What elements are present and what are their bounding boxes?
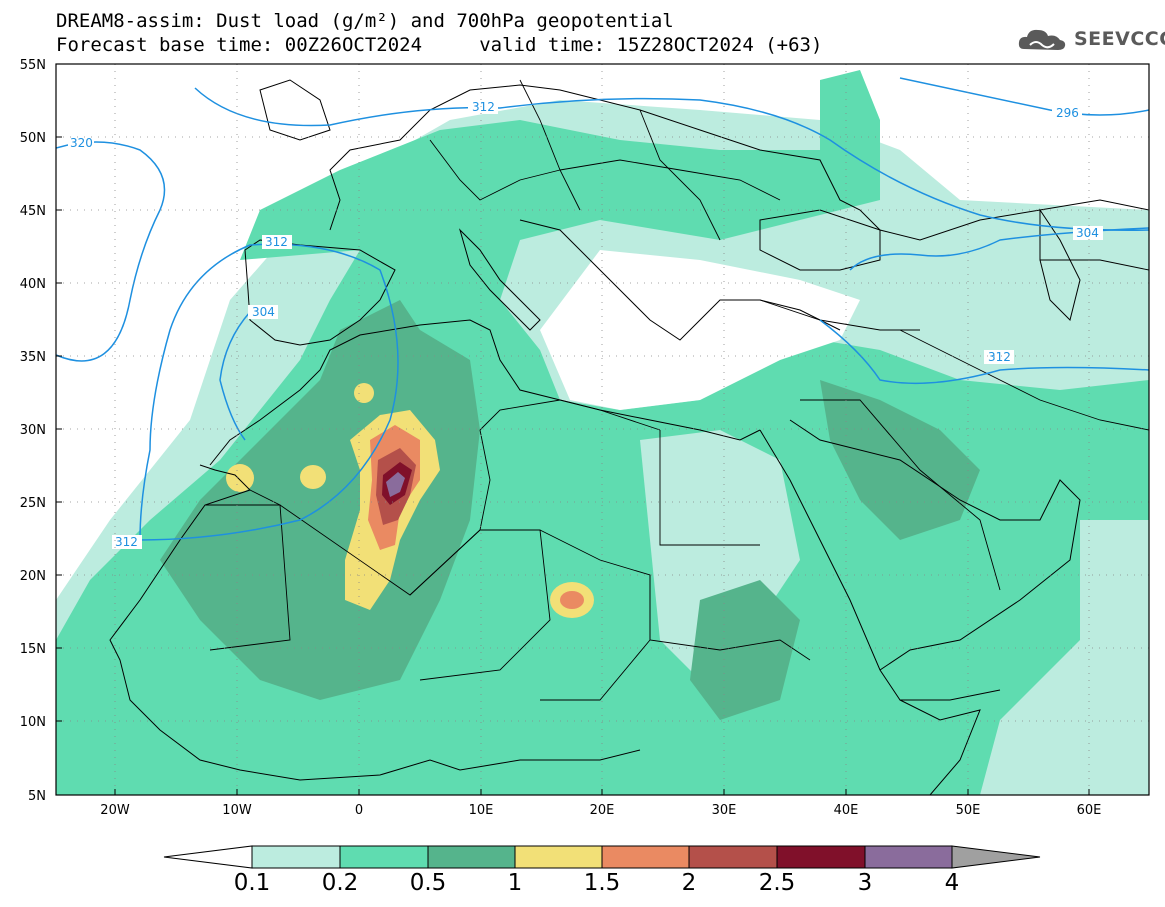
border-iran [899,329,1149,431]
contour-304-west [219,311,251,441]
lon-label: 20W [100,803,130,818]
contour-320 [56,141,166,362]
logo-text: SEEVCCC [1074,28,1165,50]
colorbar-swatch [427,845,516,869]
lon-label: 0 [355,803,363,818]
colorbar-swatch [251,845,341,869]
border-europe-4 [639,109,721,241]
contour-label: 312 [115,535,138,549]
contour-label: 320 [70,136,93,150]
dust-field [56,70,1149,795]
dust-band-0-2-east [820,70,880,200]
lat-label: 15N [20,642,46,657]
contour-label: 312 [988,350,1011,364]
contour-296 [899,77,1149,116]
map-title: DREAM8-assim: Dust load (g/m²) and 700hP… [56,10,674,32]
lon-label: 60E [1077,803,1102,818]
border-niger [409,529,551,681]
coastline-black-sea [759,209,881,271]
colorbar-swatch [776,845,866,869]
lon-label: 40E [834,803,859,818]
colorbar-label: 1.5 [583,870,621,896]
dust-band-0-5-sahel [690,580,800,720]
colorbar-swatch [339,845,429,869]
coastline-red-sea [759,429,1001,701]
lat-label: 45N [20,204,46,219]
coastline-europe [329,84,1149,241]
seevccc-logo: SEEVCCC [1016,24,1165,56]
colorbar-label: 0.1 [233,870,271,896]
border-europe-1 [429,139,561,201]
gridlines [56,64,1149,795]
colorbar-label: 1 [507,870,523,896]
dust-band-3 [386,472,405,497]
colorbar-swatch [864,845,953,869]
border-sudan [649,575,811,661]
longitude-labels: 20W 10W 0 10E 20E 30E 40E 50E 60E [100,803,1101,818]
dust-band-0-5 [160,300,480,700]
border-libya [479,399,661,431]
contour-label: 296 [1056,106,1079,120]
lat-label: 35N [20,350,46,365]
dust-spot-1-b [226,464,254,492]
lat-label: 30N [20,423,46,438]
coastline-balkans [519,219,841,341]
coastline-britain [259,79,331,141]
colorbar-label: 2 [681,870,697,896]
cloud-icon [1018,29,1066,50]
forecast-times: Forecast base time: 00Z26OCT2024 valid t… [56,34,823,56]
lat-label: 10N [20,715,46,730]
colorbar-swatch [601,845,690,869]
lat-label: 40N [20,277,46,292]
contour-label: 312 [472,100,495,114]
colorbar-left-arrow [163,845,253,869]
border-europe-2 [559,159,781,201]
lon-label: 20E [590,803,615,818]
contour-label: 304 [1076,226,1099,240]
colorbar [163,845,1041,869]
coastline-horn [899,699,981,795]
lon-label: 30E [712,803,737,818]
colorbar-label: 4 [944,870,960,896]
colorbar-swatch [688,845,778,869]
contour-labels: 320 312 312 304 312 312 304 296 [68,100,1103,549]
coastline-italy [458,228,541,331]
contour-312-east [819,319,1149,385]
contour-label: 304 [252,305,275,319]
dust-spot-1-5-a [560,591,584,609]
contour-312-north [194,87,1149,231]
border-europe-3 [519,79,581,211]
lat-label: 50N [20,131,46,146]
lon-label: 50E [956,803,981,818]
border-saudi [800,399,1001,591]
axis-ticks [56,63,1090,796]
lat-label: 20N [20,569,46,584]
country-borders [205,79,1149,701]
colorbar-label: 3 [857,870,873,896]
coastline-north-africa [209,319,761,466]
lat-label: 25N [20,496,46,511]
lat-label: 55N [20,58,46,73]
lat-label: 5N [28,789,46,804]
colorbar-right-arrow [951,845,1041,869]
coastline-west-africa [109,464,641,781]
contour-label: 312 [265,235,288,249]
colorbar-label: 0.2 [321,870,359,896]
dust-spot-1-c [300,465,326,489]
coastline-arabia [789,419,1081,671]
border-mauritania [205,504,291,651]
lon-label: 10E [469,803,494,818]
colorbar-label: 2.5 [758,870,796,896]
colorbar-swatch [514,845,603,869]
latitude-labels: 55N 50N 45N 40N 35N 30N 25N 20N 15N 10N … [20,58,46,804]
lon-label: 10W [222,803,252,818]
contour-312-south [139,243,399,541]
colorbar-label: 0.5 [409,870,447,896]
border-egypt-sudan [659,430,760,546]
dust-spot-1-d [354,383,374,403]
